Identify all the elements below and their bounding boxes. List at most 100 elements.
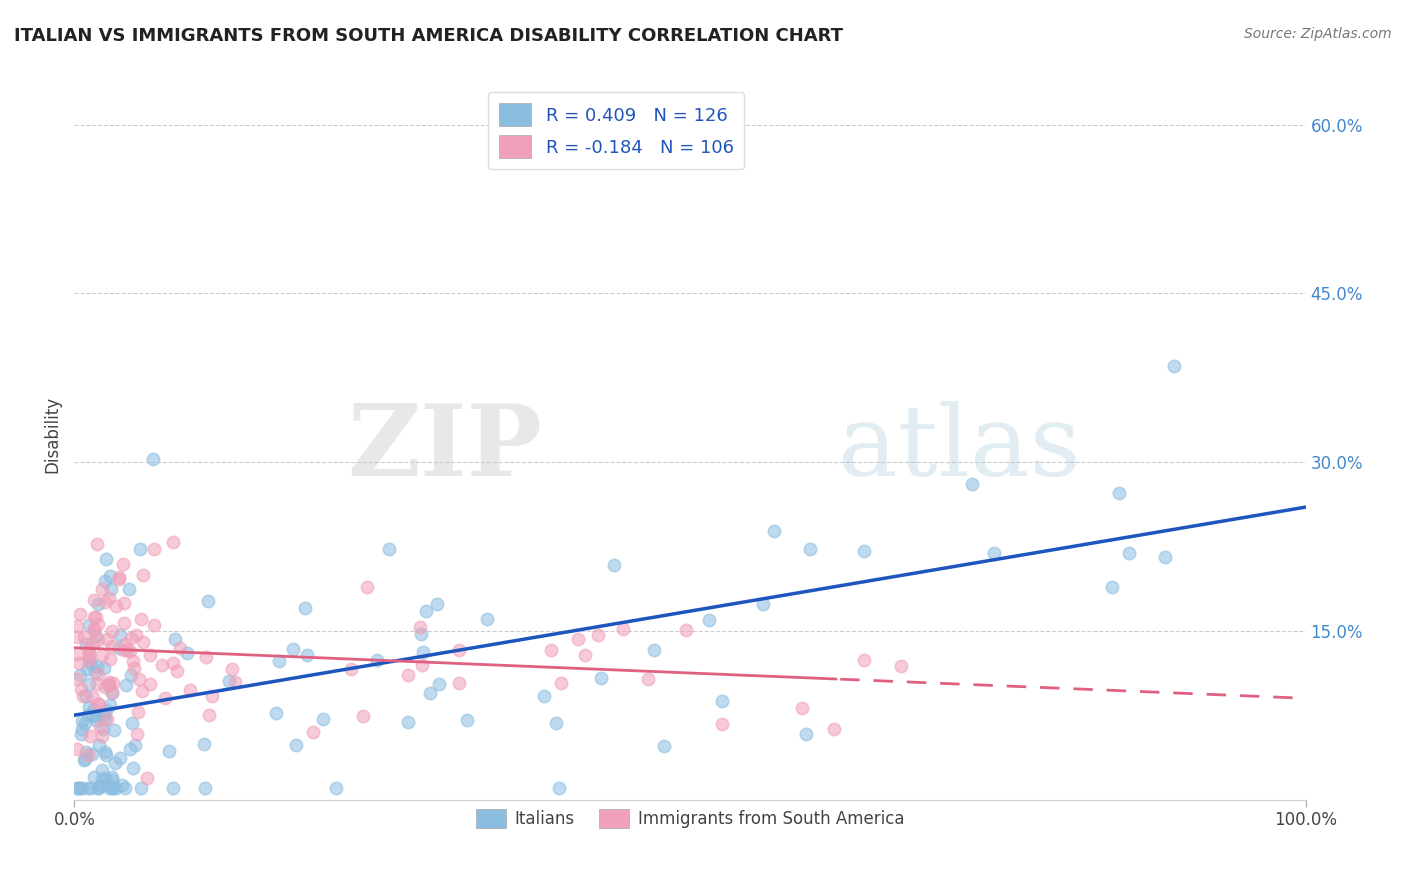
- Point: [72, 722, 94, 736]
- Point: [121, 632, 143, 646]
- Point: [711, 716, 734, 731]
- Point: [75, 637, 97, 651]
- Point: [87, 667, 110, 681]
- Point: [75, 752, 97, 766]
- Point: [475, 612, 498, 626]
- Point: [124, 739, 146, 753]
- Point: [396, 714, 419, 729]
- Point: [567, 632, 589, 647]
- Y-axis label: Disability: Disability: [44, 395, 60, 473]
- Point: [652, 739, 675, 754]
- Point: [77, 653, 100, 667]
- Point: [77, 617, 100, 632]
- Point: [108, 572, 131, 586]
- Point: [84, 709, 107, 723]
- Point: [224, 675, 246, 690]
- Point: [1153, 549, 1175, 564]
- Point: [100, 569, 122, 583]
- Point: [853, 543, 876, 558]
- Point: [269, 654, 291, 668]
- Point: [70, 727, 93, 741]
- Point: [82, 709, 104, 723]
- Point: [426, 597, 449, 611]
- Point: [87, 597, 110, 611]
- Point: [77, 640, 100, 655]
- Point: [80, 747, 103, 761]
- Point: [128, 672, 150, 686]
- Point: [162, 781, 184, 796]
- Point: [132, 568, 155, 582]
- Point: [1118, 546, 1140, 560]
- Point: [87, 632, 110, 647]
- Point: [792, 700, 814, 714]
- Point: [94, 680, 117, 694]
- Point: [100, 686, 122, 700]
- Point: [643, 643, 665, 657]
- Point: [162, 534, 184, 549]
- Point: [77, 699, 100, 714]
- Point: [87, 698, 110, 712]
- Point: [1108, 486, 1130, 500]
- Point: [194, 649, 217, 664]
- Point: [66, 781, 89, 796]
- Point: [114, 637, 136, 651]
- Point: [66, 673, 89, 687]
- Point: [548, 781, 571, 796]
- Point: [66, 630, 89, 644]
- Point: [415, 604, 437, 618]
- Point: [794, 726, 817, 740]
- Point: [66, 741, 89, 756]
- Point: [111, 558, 134, 572]
- Point: [86, 617, 108, 632]
- Point: [411, 657, 433, 672]
- Point: [853, 653, 876, 667]
- Point: [295, 648, 318, 663]
- Point: [131, 684, 153, 698]
- Point: [427, 677, 450, 691]
- Point: [100, 582, 122, 596]
- Point: [763, 524, 786, 538]
- Point: [120, 668, 142, 682]
- Point: [114, 678, 136, 692]
- Point: [823, 722, 845, 736]
- Point: [90, 779, 112, 793]
- Point: [281, 642, 304, 657]
- Point: [70, 682, 93, 697]
- Point: [586, 627, 609, 641]
- Point: [101, 770, 124, 784]
- Point: [72, 630, 94, 644]
- Point: [77, 645, 100, 659]
- Point: [533, 689, 555, 703]
- Point: [80, 781, 103, 796]
- Point: [221, 662, 243, 676]
- Point: [86, 659, 108, 673]
- Point: [83, 770, 105, 784]
- Point: [201, 689, 224, 703]
- Point: [396, 668, 419, 682]
- Point: [142, 452, 165, 467]
- Point: [96, 712, 118, 726]
- Text: ITALIAN VS IMMIGRANTS FROM SOUTH AMERICA DISABILITY CORRELATION CHART: ITALIAN VS IMMIGRANTS FROM SOUTH AMERICA…: [14, 27, 844, 45]
- Point: [193, 738, 215, 752]
- Point: [108, 640, 131, 655]
- Point: [366, 653, 388, 667]
- Point: [101, 640, 124, 654]
- Point: [675, 624, 697, 638]
- Point: [94, 574, 117, 588]
- Point: [122, 654, 145, 668]
- Point: [93, 708, 115, 723]
- Point: [73, 753, 96, 767]
- Point: [84, 665, 107, 679]
- Point: [101, 624, 124, 639]
- Legend: Italians, Immigrants from South America: Italians, Immigrants from South America: [470, 803, 911, 835]
- Point: [162, 656, 184, 670]
- Point: [890, 658, 912, 673]
- Point: [93, 661, 115, 675]
- Point: [150, 657, 173, 672]
- Point: [98, 698, 121, 713]
- Point: [93, 722, 115, 736]
- Point: [87, 738, 110, 752]
- Point: [153, 690, 176, 705]
- Point: [96, 777, 118, 791]
- Point: [104, 599, 127, 613]
